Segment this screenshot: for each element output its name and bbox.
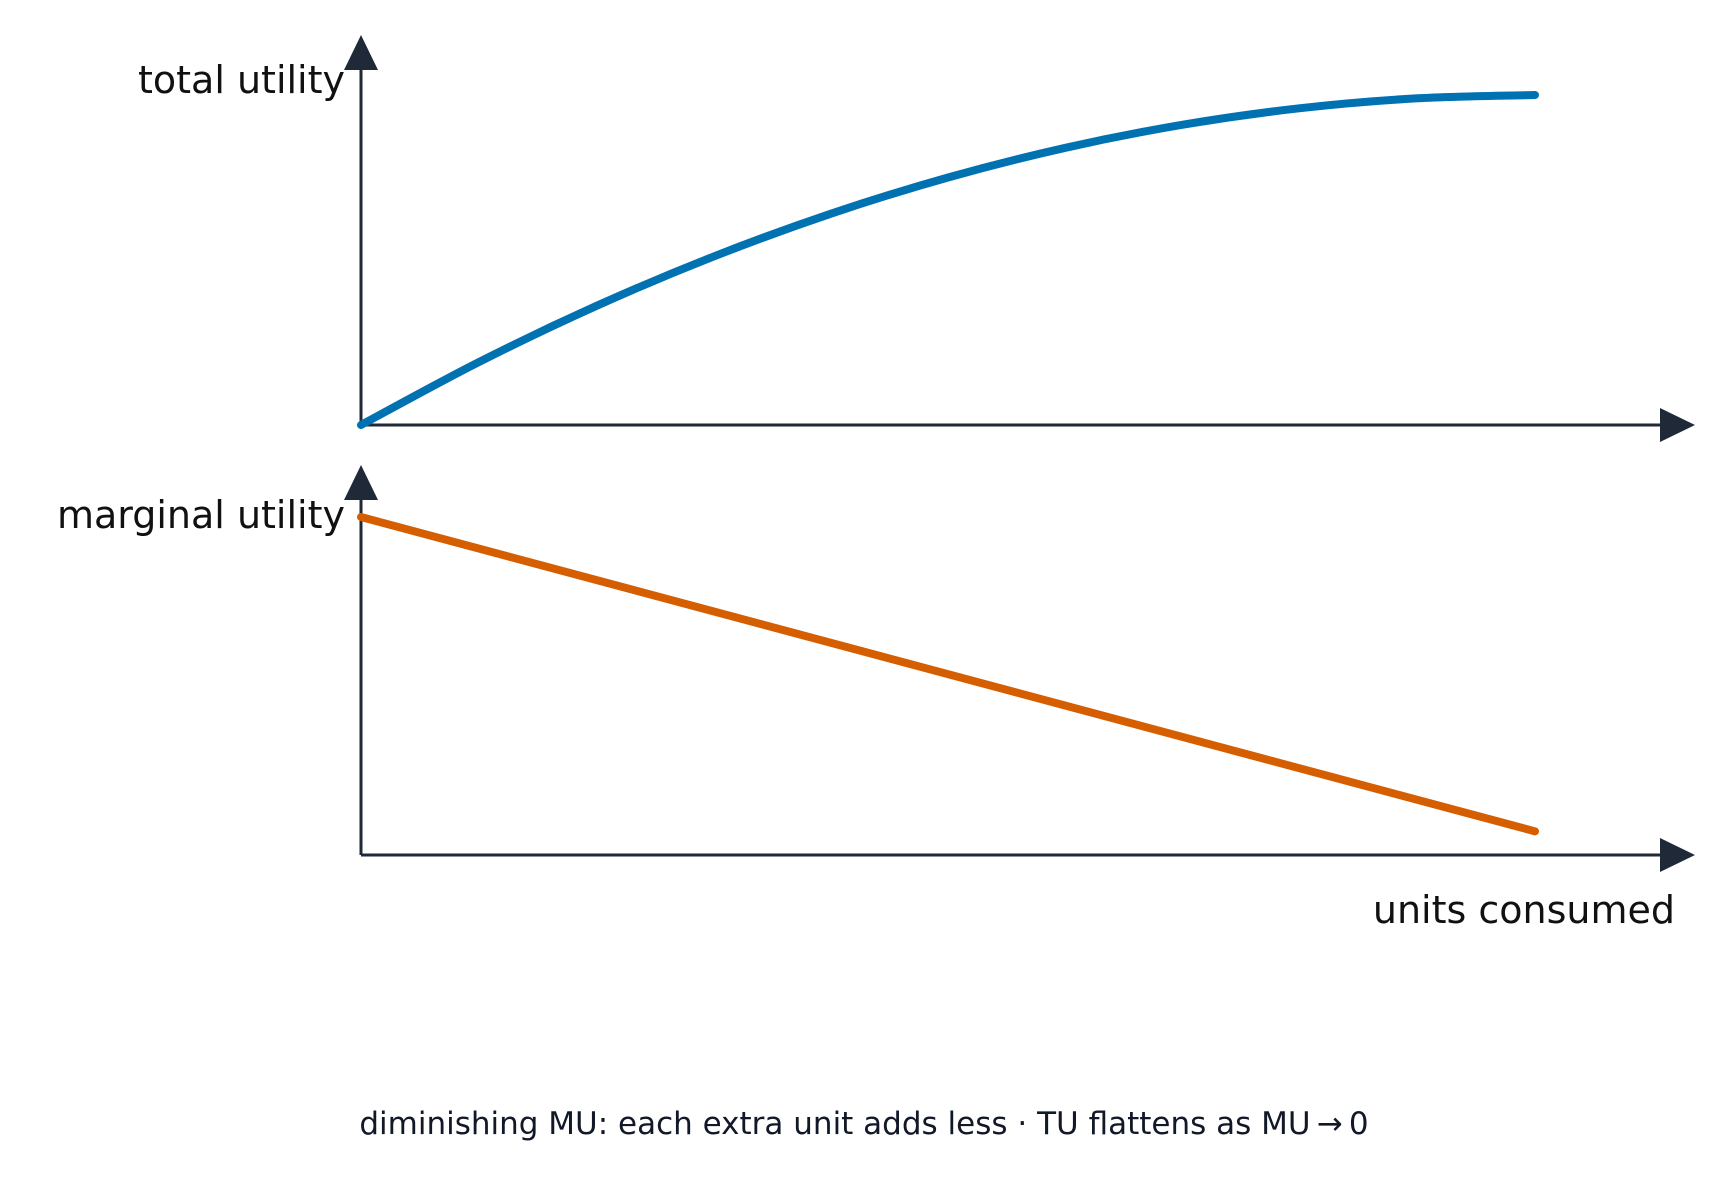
x-axis-label: units consumed <box>1373 888 1675 932</box>
total-utility-panel: total utility <box>138 35 1695 442</box>
tu-series-line <box>357 91 1539 429</box>
tu-y-axis-arrow-icon <box>344 35 378 70</box>
mu-series-line <box>357 513 1539 836</box>
mu-x-axis-arrow-icon <box>1660 838 1695 872</box>
mu-y-axis-arrow-icon <box>344 465 378 500</box>
chart-caption: diminishing MU: each extra unit adds les… <box>359 1106 1368 1142</box>
mu-y-axis-label: marginal utility <box>57 493 345 537</box>
tu-x-axis-arrow-icon <box>1660 408 1695 442</box>
tu-y-axis-label: total utility <box>138 58 345 102</box>
marginal-utility-panel: marginal utility units consumed <box>57 465 1695 932</box>
